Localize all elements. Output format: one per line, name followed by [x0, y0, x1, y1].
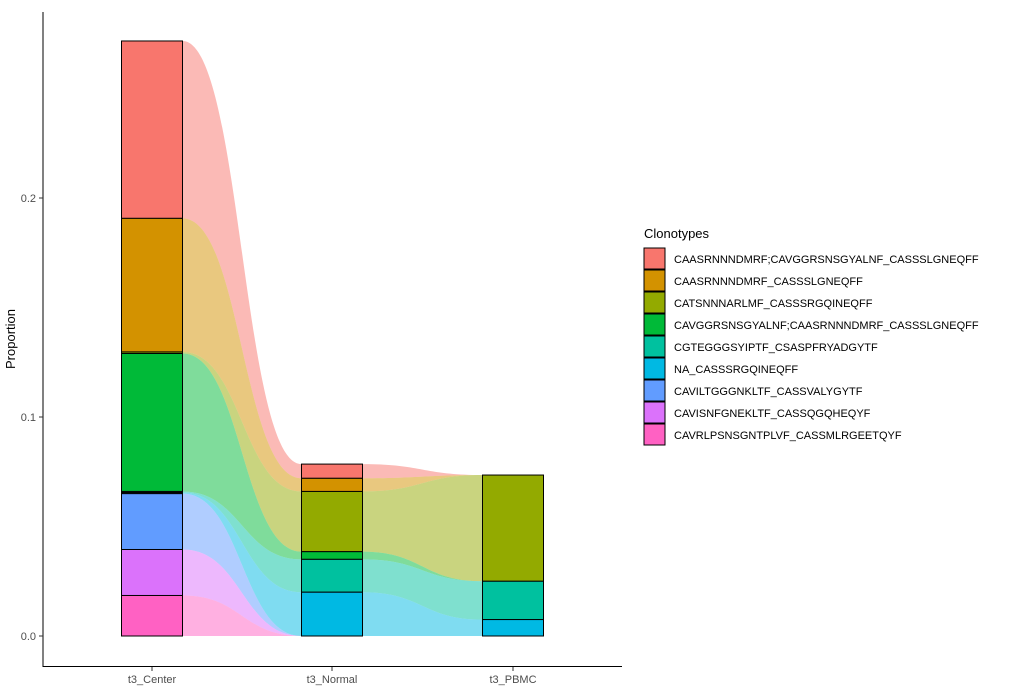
legend-key [643, 401, 666, 424]
legend-label: CAASRNNNDMRF_CASSSLGNEQFF [674, 276, 863, 288]
bar-segment-t3_Center-3 [121, 352, 183, 492]
legend-key [643, 379, 666, 402]
legend-label: CGTEGGGSYIPTF_CSASPFRYADGYTF [674, 342, 878, 354]
bar-segment-t3_PBMC-4 [482, 580, 544, 621]
bar-segment-t3_Center-8 [121, 594, 183, 637]
y-tick-label: 0.1 [21, 412, 36, 424]
flow-t3_Center-t3_Normal-8 [182, 595, 302, 636]
legend-key [643, 423, 666, 446]
flow-t3_Center-t3_Normal-1 [182, 218, 302, 492]
axes [42, 12, 622, 667]
legend-key [643, 269, 666, 292]
legend-key [643, 291, 666, 314]
flow-t3_Normal-t3_PBMC-4 [362, 559, 483, 620]
flow-t3_Normal-t3_PBMC-2 [362, 475, 483, 582]
flow-t3_Center-t3_Normal-5 [182, 492, 302, 636]
flow-t3_Center-t3_Normal-3 [182, 353, 302, 560]
bar-segment-t3_Normal-2 [301, 490, 363, 553]
legend-label: NA_CASSSRGQINEQFF [674, 364, 798, 376]
bar-segment-t3_Normal-3 [301, 551, 363, 560]
flow-layer [182, 40, 483, 636]
bar-segment-t3_Center-6 [121, 493, 183, 550]
bar-segment-t3_Normal-5 [301, 591, 363, 637]
legend-key [643, 335, 666, 358]
legend-label: CAASRNNNDMRF;CAVGGRSNSGYALNF_CASSSLGNEQF… [674, 254, 979, 266]
legend-label: CAVISNFGNEKLTF_CASSQGQHEQYF [674, 408, 871, 420]
bar-segment-t3_Normal-4 [301, 558, 363, 593]
flow-t3_Center-t3_Normal-2 [182, 351, 302, 552]
x-tick-label: t3_PBMC [489, 674, 536, 686]
y-axis-title: Proportion [3, 309, 18, 369]
tick-layer: 0.0 0.1 0.2 t3_Center t3_Normal t3_PBMC [21, 193, 537, 686]
legend-key [643, 313, 666, 336]
legend-label: CATSNNNARLMF_CASSSRGQINEQFF [674, 298, 873, 310]
x-tick-label: t3_Normal [307, 674, 358, 686]
flow-t3_Center-t3_Normal-0 [182, 40, 302, 479]
bar-layer [121, 40, 544, 637]
bar-segment-t3_Normal-1 [301, 477, 363, 492]
bar-segment-t3_Center-1 [121, 217, 183, 353]
y-tick-label: 0.0 [21, 631, 36, 643]
legend: Clonotypes CAASRNNNDMRF;CAVGGRSNSGYALNF_… [643, 226, 979, 446]
bar-segment-t3_Center-0 [121, 40, 183, 219]
legend-label: CAVILTGGGNKLTF_CASSVALYGYTF [674, 386, 863, 398]
x-tick-label: t3_Center [128, 674, 177, 686]
flow-t3_Center-t3_Normal-6 [182, 493, 302, 636]
flow-t3_Normal-t3_PBMC-5 [362, 592, 483, 636]
flow-t3_Normal-t3_PBMC-0 [362, 464, 483, 479]
legend-label: CAVRLPSNSGNTPLVF_CASSMLRGEETQYF [674, 430, 902, 442]
legend-key [643, 247, 666, 270]
flow-t3_Center-t3_Normal-4 [182, 491, 302, 593]
legend-key [643, 357, 666, 380]
bar-segment-t3_Center-7 [121, 548, 183, 596]
bar-segment-t3_PBMC-5 [482, 619, 544, 637]
legend-title: Clonotypes [644, 226, 710, 241]
bar-segment-t3_PBMC-2 [482, 474, 544, 582]
bar-segment-t3_Normal-0 [301, 463, 363, 479]
flow-t3_Normal-t3_PBMC-3 [362, 551, 483, 582]
flow-t3_Center-t3_Normal-7 [182, 549, 302, 636]
legend-label: CAVGGRSNSGYALNF;CAASRNNNDMRF_CASSSLGNEQF… [674, 320, 979, 332]
y-tick-label: 0.2 [21, 193, 36, 205]
